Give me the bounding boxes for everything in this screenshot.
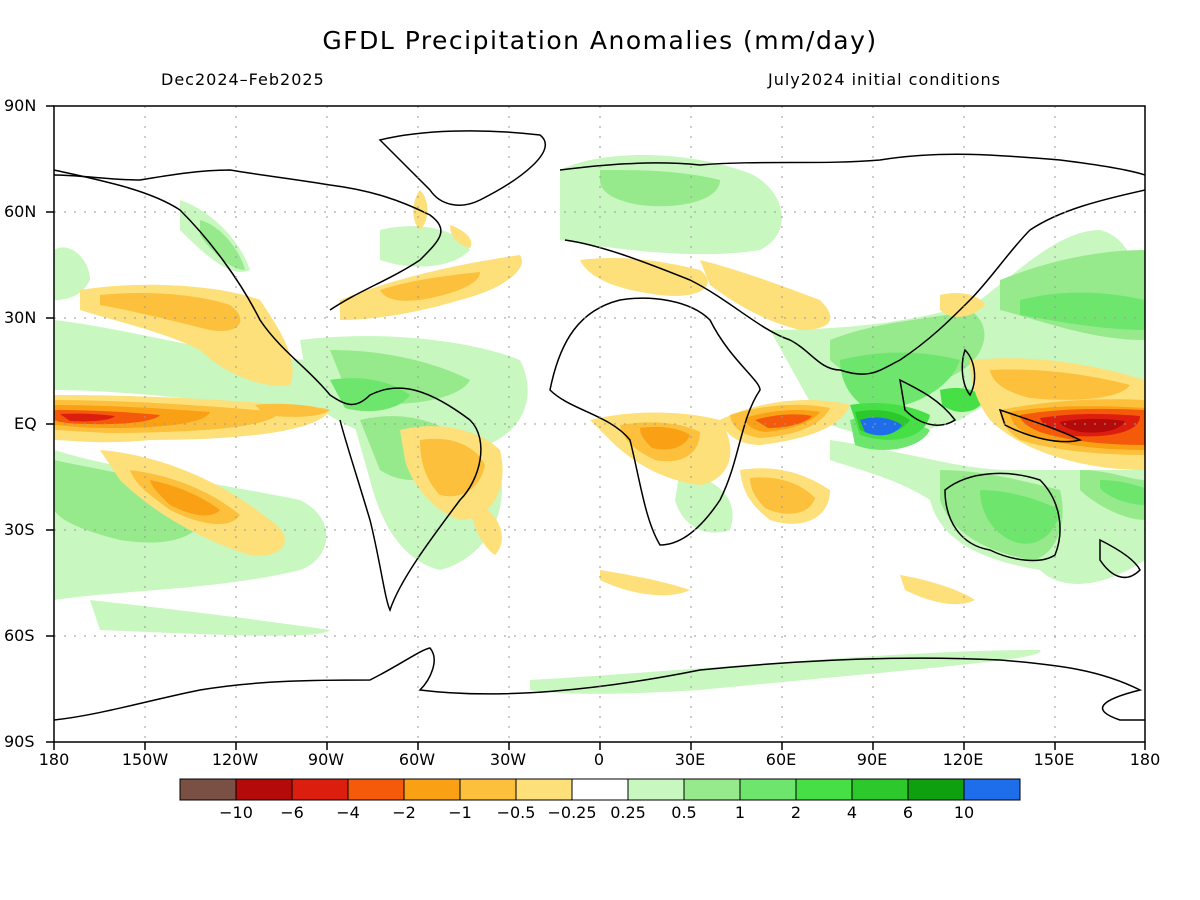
lon-label-90e: 90E bbox=[856, 750, 888, 769]
coastlines bbox=[54, 130, 1145, 721]
lat-label-90n: 90N bbox=[4, 96, 37, 115]
colorbar-label: 0.25 bbox=[610, 803, 646, 822]
colorbar-swatch bbox=[235, 778, 293, 801]
lon-label-150e: 150E bbox=[1033, 750, 1075, 769]
lon-label-90w: 90W bbox=[307, 750, 345, 769]
colorbar-label: 4 bbox=[846, 803, 858, 822]
lat-label-30n: 30N bbox=[4, 308, 37, 327]
lon-label-0: 0 bbox=[593, 750, 605, 769]
colorbar-label: −10 bbox=[219, 803, 253, 822]
colorbar-swatch bbox=[515, 778, 573, 801]
forecast-period: Dec2024–Feb2025 bbox=[161, 70, 325, 89]
colorbar bbox=[179, 778, 1021, 801]
lon-label-180w: 180 bbox=[38, 750, 70, 769]
chart-title: GFDL Precipitation Anomalies (mm/day) bbox=[322, 26, 878, 55]
lon-label-60w: 60W bbox=[398, 750, 436, 769]
lat-label-60s: 60S bbox=[4, 626, 35, 645]
lon-label-150w: 150W bbox=[121, 750, 169, 769]
colorbar-label: 6 bbox=[902, 803, 914, 822]
colorbar-label: −1 bbox=[448, 803, 472, 822]
colorbar-label: 2 bbox=[790, 803, 802, 822]
colorbar-swatch bbox=[347, 778, 405, 801]
colorbar-swatch bbox=[291, 778, 349, 801]
lat-label-60n: 60N bbox=[4, 202, 37, 221]
lon-label-120e: 120E bbox=[942, 750, 984, 769]
map-frame bbox=[46, 105, 1146, 750]
colorbar-label: −4 bbox=[336, 803, 360, 822]
lon-label-120w: 120W bbox=[211, 750, 259, 769]
colorbar-label: 0.5 bbox=[671, 803, 697, 822]
colorbar-swatch bbox=[403, 778, 461, 801]
graticule bbox=[54, 106, 1145, 742]
colorbar-swatch bbox=[683, 778, 741, 801]
initial-conditions: July2024 initial conditions bbox=[768, 70, 1001, 89]
lat-label-90s: 90S bbox=[4, 732, 35, 751]
lat-label-eq: EQ bbox=[14, 414, 37, 433]
colorbar-swatch bbox=[907, 778, 965, 801]
colorbar-label: 10 bbox=[953, 803, 975, 822]
colorbar-swatch bbox=[851, 778, 909, 801]
colorbar-label: −2 bbox=[392, 803, 416, 822]
lon-label-30e: 30E bbox=[674, 750, 706, 769]
colorbar-label: −6 bbox=[280, 803, 304, 822]
colorbar-swatch bbox=[179, 778, 237, 801]
colorbar-swatch bbox=[571, 778, 629, 801]
colorbar-label: 1 bbox=[734, 803, 746, 822]
lon-label-180e: 180 bbox=[1129, 750, 1161, 769]
colorbar-label: −0.25 bbox=[547, 803, 597, 822]
colorbar-swatch bbox=[795, 778, 853, 801]
lon-label-30w: 30W bbox=[489, 750, 527, 769]
anomaly-field bbox=[54, 155, 1145, 694]
colorbar-swatch bbox=[627, 778, 685, 801]
lon-label-60e: 60E bbox=[765, 750, 797, 769]
lat-label-30s: 30S bbox=[4, 520, 35, 539]
colorbar-swatch bbox=[459, 778, 517, 801]
strongest-wet-anomaly bbox=[860, 417, 902, 436]
colorbar-swatch bbox=[963, 778, 1021, 801]
colorbar-swatch bbox=[739, 778, 797, 801]
colorbar-label: −0.5 bbox=[496, 803, 536, 822]
